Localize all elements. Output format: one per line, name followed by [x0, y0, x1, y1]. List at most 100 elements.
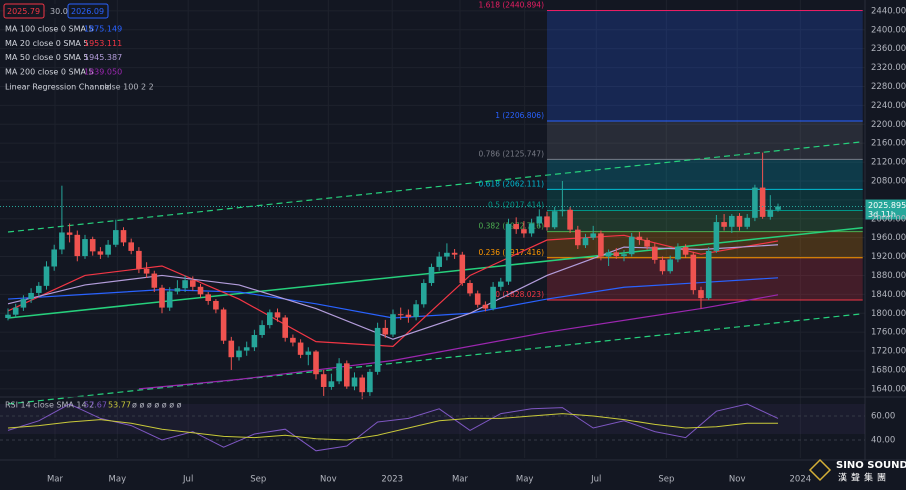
moving-average	[138, 294, 779, 390]
rsi-title: RSI 14 close SMA 14 2	[5, 401, 94, 410]
fib-label: 0.786 (2125.747)	[479, 149, 545, 158]
x-tick-label: May	[516, 475, 534, 485]
candle-body	[43, 266, 50, 286]
legend-params: close 100 2 2	[100, 83, 154, 92]
x-tick-label: Nov	[320, 475, 337, 485]
candle-body	[351, 377, 358, 387]
candle-body	[705, 250, 712, 299]
y-tick-label: 2400.00	[871, 25, 906, 35]
y-tick-label: 1920.00	[871, 252, 906, 262]
regression-center	[7, 226, 863, 319]
legend-name: Linear Regression Channel	[5, 83, 112, 92]
candle-body	[513, 223, 519, 230]
candle-body	[82, 239, 88, 257]
candle-body	[713, 222, 720, 251]
y-tick-label: 1840.00	[871, 290, 906, 300]
rsi-sma-value: 53.77	[108, 401, 131, 410]
candle-body	[120, 230, 127, 243]
rsi-band	[0, 404, 865, 434]
brand-chinese: 漢聲集團	[838, 472, 890, 484]
quote-spread: 30.0	[50, 7, 68, 16]
candle-body	[136, 250, 142, 269]
y-tick-label: 2160.00	[871, 139, 906, 149]
candle-body	[444, 252, 450, 257]
candle-body	[490, 286, 496, 309]
candle-body	[652, 246, 658, 260]
candle-body	[182, 280, 188, 289]
candle-body	[236, 350, 242, 358]
candle-body	[682, 247, 689, 255]
rsi-tick-label: 40.00	[871, 436, 895, 446]
candle-body	[767, 209, 774, 217]
candle-body	[636, 236, 643, 241]
y-tick-label: 1880.00	[871, 271, 906, 281]
x-tick-label: Jul	[590, 475, 601, 485]
legend-value: 1953.111	[84, 39, 122, 48]
legend-name: MA 200 close 0 SMA 5	[5, 67, 94, 76]
candle-body	[467, 283, 473, 294]
candle-body	[320, 374, 327, 387]
y-tick-label: 2080.00	[871, 176, 906, 186]
y-tick-label: 2440.00	[871, 6, 906, 16]
candle-body	[290, 337, 296, 343]
candle-body	[228, 340, 235, 358]
candle-body	[274, 312, 281, 318]
candle-body	[390, 314, 396, 335]
candle-body	[428, 266, 435, 284]
candle-body	[621, 254, 627, 257]
candle-body	[613, 252, 620, 257]
candle-body	[128, 242, 134, 251]
candle-body	[174, 288, 181, 292]
candle-body	[644, 240, 650, 247]
candle-body	[559, 209, 566, 212]
fib-band	[547, 257, 863, 301]
candle-body	[690, 254, 697, 291]
y-tick-label: 2200.00	[871, 120, 906, 130]
fib-label: 0.618 (2062.111)	[479, 179, 545, 188]
candle-body	[521, 229, 527, 234]
candle-body	[267, 312, 273, 326]
brand-name: SINO SOUND	[836, 460, 906, 471]
candle-body	[151, 273, 158, 288]
rsi-tick-label: 60.00	[871, 412, 895, 422]
x-tick-label: Sep	[658, 475, 674, 485]
x-tick-label: Jul	[182, 475, 193, 485]
candle-body	[282, 317, 288, 338]
last-price-label: 2025.895	[868, 201, 906, 210]
x-tick-label: Nov	[729, 475, 746, 485]
fib-band	[547, 10, 863, 122]
y-tick-label: 2280.00	[871, 82, 906, 92]
candle-body	[436, 256, 442, 267]
candle-body	[259, 325, 265, 335]
fib-band	[547, 159, 863, 190]
candle-body	[344, 363, 350, 387]
candle-body	[659, 259, 666, 272]
candle-body	[459, 254, 466, 284]
candle-body	[20, 299, 27, 308]
fib-label: 0 (1828.023)	[495, 290, 544, 299]
fib-label: 1 (2206.806)	[495, 111, 544, 120]
candle-body	[752, 187, 758, 218]
y-tick-label: 2240.00	[871, 101, 906, 111]
candle-body	[397, 314, 404, 316]
candle-body	[590, 233, 596, 238]
fib-label: 0.5 (2017.414)	[488, 201, 544, 210]
candle-body	[190, 280, 196, 287]
candle-body	[220, 309, 227, 341]
legend-value: 1839.050	[84, 67, 122, 76]
candle-body	[598, 233, 604, 257]
y-tick-label: 1680.00	[871, 365, 906, 375]
candle-body	[74, 234, 81, 257]
candle-body	[143, 268, 150, 274]
candle-body	[582, 237, 589, 246]
candle-body	[12, 307, 19, 315]
candle-body	[367, 371, 373, 393]
candle-body	[59, 232, 65, 250]
candle-body	[474, 293, 481, 305]
rsi-sma-line	[7, 413, 778, 441]
candle-body	[159, 287, 165, 308]
candle-body	[628, 236, 635, 255]
regression-lower	[7, 313, 863, 405]
candle-body	[505, 223, 512, 282]
legend-name: MA 20 close 0 SMA 5	[5, 39, 89, 48]
